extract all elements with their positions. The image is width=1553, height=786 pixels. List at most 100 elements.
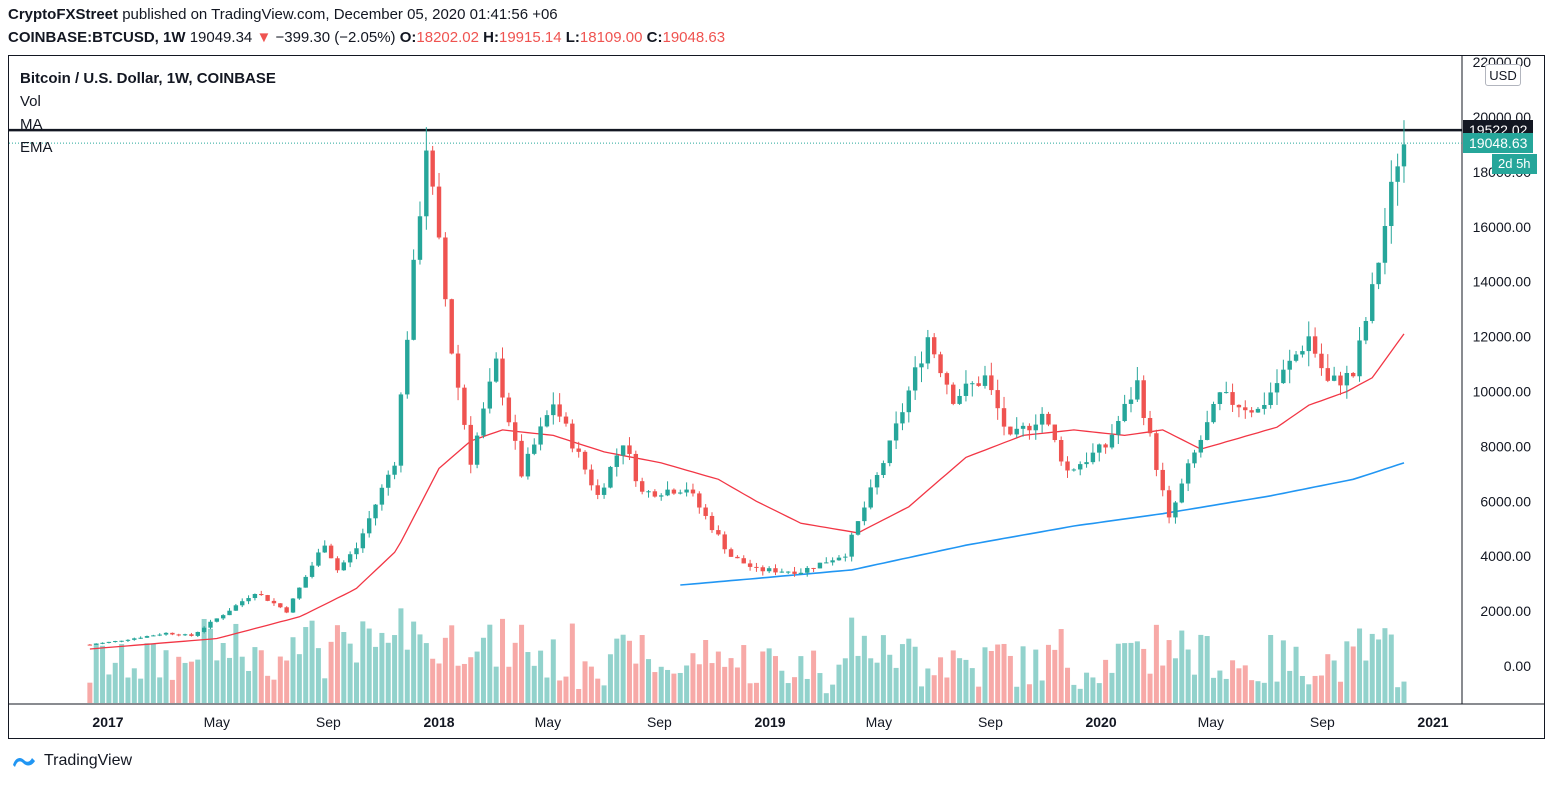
volume-bar [227, 657, 233, 703]
candle-body [322, 545, 327, 553]
candle-body [316, 552, 321, 566]
candle-body [1116, 421, 1121, 435]
volume-bar [125, 677, 131, 703]
candle-body [836, 557, 842, 561]
candle-body [436, 186, 442, 238]
volume-bar [360, 621, 366, 703]
candle-body [1198, 439, 1204, 453]
candle-body [976, 383, 981, 386]
low-value: 18109.00 [579, 29, 643, 46]
candle-body [335, 558, 340, 571]
volume-bar [1160, 665, 1166, 703]
candle-body [722, 534, 727, 550]
candle-body [297, 587, 302, 599]
candles-layer [87, 120, 1407, 646]
legend-ema[interactable]: EMA [20, 139, 53, 156]
volume-bar [1337, 681, 1343, 703]
candle-body [665, 489, 670, 496]
volume-bar [500, 618, 506, 703]
candle-body [1325, 368, 1330, 381]
x-tick-label: May [535, 714, 561, 730]
volume-bar [487, 624, 493, 703]
close-value: 19048.63 [662, 29, 726, 46]
candle-body [1224, 392, 1229, 394]
volume-bar [417, 634, 423, 703]
candle-body [227, 610, 232, 616]
volume-bar [353, 662, 359, 703]
candle-body [398, 394, 404, 466]
candle-body [779, 571, 785, 573]
volume-bar [944, 677, 950, 703]
candle-body [824, 562, 829, 564]
volume-bar [861, 635, 867, 703]
volume-bar [1287, 670, 1293, 703]
legend-ma[interactable]: MA [20, 116, 43, 133]
volume-bar [1122, 643, 1128, 703]
volume-bar [347, 643, 353, 703]
tradingview-footer[interactable]: TradingView [10, 752, 132, 770]
candle-body [893, 423, 899, 441]
volume-bar [550, 639, 556, 703]
volume-bar [201, 618, 207, 703]
candle-body [132, 638, 137, 640]
candle-body [633, 453, 639, 482]
currency-button[interactable]: USD [1485, 64, 1521, 86]
volume-bar [887, 654, 893, 703]
candle-body [982, 375, 988, 386]
volume-bar [665, 669, 671, 703]
legend-title[interactable]: Bitcoin / U.S. Dollar, 1W, COINBASE [20, 70, 276, 87]
candle-body [417, 216, 423, 260]
volume-bar [258, 650, 264, 703]
volume-bar [893, 667, 899, 703]
candle-body [843, 556, 848, 558]
candle-body [1211, 404, 1216, 423]
volume-bar [766, 648, 772, 703]
volume-bar [112, 662, 118, 703]
volume-bar [474, 651, 480, 703]
candle-body [538, 426, 543, 445]
candle-body [220, 615, 226, 619]
volume-bar [703, 640, 709, 703]
volume-bar [144, 643, 150, 703]
candle-body [1293, 354, 1299, 361]
volume-bar [1052, 649, 1058, 703]
volume-bar [1230, 660, 1236, 703]
candle-body [481, 408, 486, 436]
candle-body [868, 487, 873, 508]
volume-bar [1007, 655, 1013, 703]
volume-bar [1198, 634, 1204, 703]
volume-bar [626, 640, 632, 703]
candle-body [678, 492, 683, 494]
volume-bar [1115, 643, 1121, 703]
volume-bar [925, 668, 931, 703]
down-arrow-icon: ▼ [256, 29, 272, 46]
candle-body [627, 445, 632, 454]
volume-bar [1096, 683, 1102, 703]
volume-bar [976, 686, 982, 703]
volume-bar [874, 662, 880, 703]
volume-bar [1014, 686, 1020, 703]
y-tick-label: 8000.00 [1480, 438, 1531, 454]
y-tick-label: 12000.00 [1473, 329, 1532, 345]
volume-bar [684, 665, 690, 703]
current-price-label: 19048.63 [1463, 133, 1534, 154]
volume-bar [1084, 672, 1090, 703]
volume-bar [652, 672, 658, 703]
low-label: L: [565, 29, 580, 46]
candle-body [589, 469, 594, 486]
volume-bar [138, 678, 144, 703]
volume-bar [188, 661, 194, 703]
author-name[interactable]: CryptoFXStreet [8, 6, 119, 23]
candle-body [957, 395, 962, 404]
legend-vol[interactable]: Vol [20, 93, 41, 110]
volume-bar [1077, 688, 1083, 703]
candle-body [1071, 469, 1077, 471]
candle-body [309, 565, 315, 577]
candle-body [1046, 413, 1051, 425]
volume-bar [563, 676, 569, 703]
ma-line [680, 462, 1405, 586]
volume-bar [169, 679, 175, 703]
candle-body [1103, 444, 1108, 448]
close-label: C: [646, 29, 663, 46]
